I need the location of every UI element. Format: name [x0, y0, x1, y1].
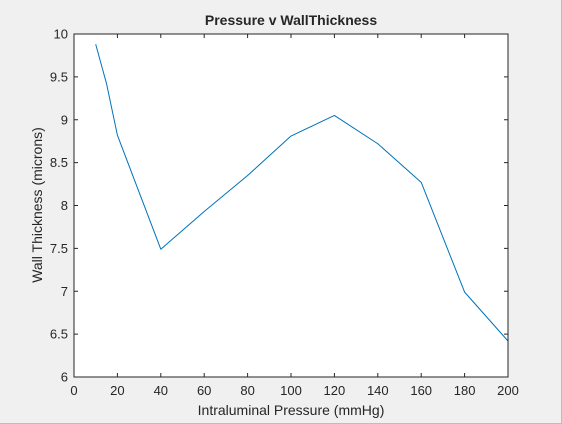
x-tick-label: 60 — [197, 383, 211, 398]
y-tick-label: 9.5 — [50, 69, 68, 84]
chart-title: Pressure v WallThickness — [205, 12, 377, 28]
x-tick-label: 120 — [324, 383, 346, 398]
y-tick-label: 8.5 — [50, 155, 68, 170]
x-tick-label: 100 — [280, 383, 302, 398]
axes-box — [73, 33, 509, 378]
y-tick-label: 6 — [61, 370, 68, 385]
series-line — [95, 44, 509, 342]
data-series — [95, 44, 509, 342]
x-tick-label: 80 — [240, 383, 254, 398]
x-tick-labels: 0 20 40 60 80 100 120 140 160 180 200 — [70, 383, 518, 398]
x-tick-label: 180 — [454, 383, 476, 398]
y-tick-label: 9 — [61, 112, 68, 127]
x-tick-label: 160 — [410, 383, 432, 398]
y-tick-label: 8 — [61, 198, 68, 213]
y-tick-label: 6.5 — [50, 327, 68, 342]
plot-area — [74, 34, 508, 377]
x-tick-label: 0 — [70, 383, 77, 398]
y-tick-label: 10 — [54, 27, 68, 42]
x-tick-label: 40 — [154, 383, 168, 398]
x-tick-label: 140 — [367, 383, 389, 398]
x-tick-label: 20 — [110, 383, 124, 398]
y-axis-label: Wall Thickness (microns) — [29, 127, 45, 283]
y-tick-labels: 6 6.5 7 7.5 8 8.5 9 9.5 10 — [50, 27, 68, 385]
x-tick-label: 200 — [497, 383, 519, 398]
x-axis-label: Intraluminal Pressure (mmHg) — [198, 402, 385, 418]
y-tick-label: 7.5 — [50, 241, 68, 256]
y-tick-label: 7 — [61, 284, 68, 299]
